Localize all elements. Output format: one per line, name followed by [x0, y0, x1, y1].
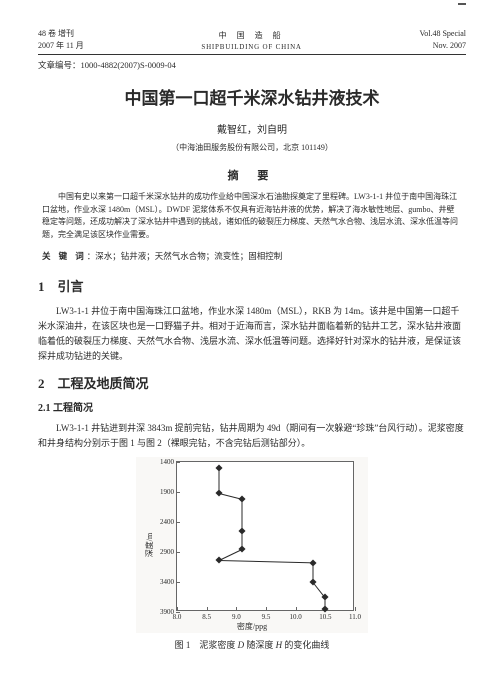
plot-region: 1400190024002900340039008.08.59.09.510.0…: [176, 461, 354, 611]
origin-tag: [458, 3, 466, 5]
page-header: 48 卷 增刊 2007 年 11 月 中 国 造 船 SHIPBUILDING…: [38, 28, 466, 55]
cap-pre: 图 1 泥浆密度: [175, 640, 238, 650]
abstract-text: 中国有史以来第一口超千米深水钻井的成功作业给中国深水石油勘探奠定了里程碑。LW3…: [42, 191, 462, 242]
y-axis-label: 深度/m: [144, 533, 156, 557]
data-point: [215, 464, 222, 471]
header-left: 48 卷 增刊 2007 年 11 月: [38, 28, 84, 52]
data-point: [215, 557, 222, 564]
authors: 戴智红，刘自明: [38, 123, 466, 138]
y-tick: 1900: [160, 487, 174, 498]
keywords: 关 键 词：深水；钻井液；天然气水合物；流变性；固相控制: [42, 250, 462, 263]
journal-en: SHIPBUILDING OF CHINA: [201, 42, 301, 53]
data-point: [310, 578, 317, 585]
y-tick: 2900: [160, 547, 174, 558]
line-segment: [219, 560, 314, 563]
section-1-para: LW3-1-1 井位于南中国海珠江口盆地，作业水深 1480m（MSL），RKB…: [38, 304, 466, 363]
data-point: [215, 489, 222, 496]
keywords-label: 关 键 词: [42, 251, 87, 261]
y-tick: 2400: [160, 517, 174, 528]
data-point: [239, 527, 246, 534]
journal-cn: 中 国 造 船: [201, 30, 301, 42]
figure-caption: 图 1 泥浆密度 D 随深度 H 的变化曲线: [112, 639, 392, 653]
pub-date: 2007 年 11 月: [38, 40, 84, 52]
section-2-num: 2: [38, 376, 45, 391]
y-tick: 3400: [160, 577, 174, 588]
data-point: [239, 545, 246, 552]
artno-value: 1000-4882(2007)S-0009-04: [81, 60, 176, 70]
artno-label: 文章编号：: [38, 60, 81, 70]
x-axis-label: 密度/ppg: [136, 621, 368, 633]
data-point: [322, 593, 329, 600]
section-2-title: 工程及地质简况: [58, 376, 149, 391]
y-tick: 1400: [160, 457, 174, 468]
section-2-heading: 2 工程及地质简况: [38, 374, 466, 394]
data-point: [310, 559, 317, 566]
sub-21-title: 工程简况: [53, 403, 93, 414]
paper-title: 中国第一口超千米深水钻井液技术: [38, 86, 466, 112]
header-right: Vol.48 Special Nov. 2007: [419, 28, 466, 52]
chart-area: 深度/m 1400190024002900340039008.08.59.09.…: [136, 457, 368, 633]
keywords-value: ：深水；钻井液；天然气水合物；流变性；固相控制: [87, 251, 283, 261]
affiliation: （中海油田服务股份有限公司，北京 101149）: [38, 142, 466, 154]
vol-en: Vol.48 Special: [419, 28, 466, 40]
figure-1: 深度/m 1400190024002900340039008.08.59.09.…: [112, 457, 392, 653]
data-point: [239, 495, 246, 502]
vol-issue: 48 卷 增刊: [38, 28, 84, 40]
article-number: 文章编号：1000-4882(2007)S-0009-04: [38, 59, 466, 72]
subsection-21-heading: 2.1 工程简况: [38, 401, 466, 416]
sub-21-num: 2.1: [38, 403, 51, 414]
section-1-heading: 1 引言: [38, 277, 466, 297]
date-en: Nov. 2007: [419, 40, 466, 52]
header-center: 中 国 造 船 SHIPBUILDING OF CHINA: [201, 30, 301, 53]
section-1-num: 1: [38, 279, 45, 294]
section-21-para: LW3-1-1 井钻进到井深 3843m 提前完钻，钻井周期为 49d（期间有一…: [38, 421, 466, 451]
cap-post: 的变化曲线: [282, 640, 329, 650]
abstract-heading: 摘 要: [38, 168, 466, 185]
cap-mid: 随深度: [244, 640, 276, 650]
section-1-title: 引言: [58, 279, 84, 294]
